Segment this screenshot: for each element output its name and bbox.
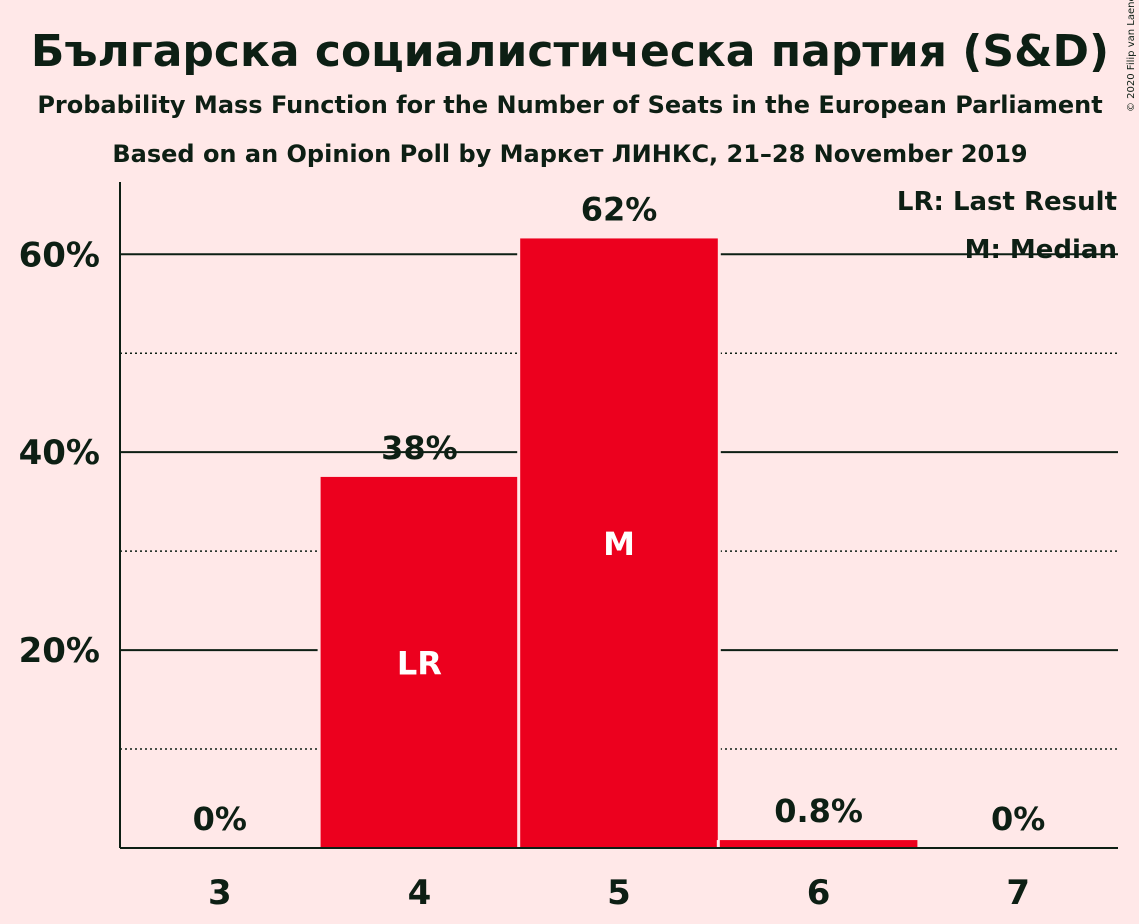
x-tick-label: 6 xyxy=(807,873,831,913)
legend-item-median: M: Median xyxy=(965,235,1117,265)
chart-subtitle-poll: Based on an Opinion Poll by Маркет ЛИНКС… xyxy=(112,140,1027,168)
y-tick-label: 20% xyxy=(19,631,100,671)
copyright-text: © 2020 Filip van Laenen xyxy=(1126,0,1137,112)
data-label: 0% xyxy=(193,800,247,838)
legend-item-last-result: LR: Last Result xyxy=(897,187,1117,217)
x-tick-label: 4 xyxy=(408,873,432,913)
x-tick-label: 5 xyxy=(607,873,631,913)
bar-marker-label: LR xyxy=(397,644,442,682)
bar-marker-label: M xyxy=(603,525,635,563)
x-tick-label: 7 xyxy=(1006,873,1030,913)
chart-subtitle: Probability Mass Function for the Number… xyxy=(37,91,1102,119)
data-label: 38% xyxy=(381,429,458,467)
chart-title: Българска социалистическа партия (S&D) xyxy=(31,26,1109,77)
x-tick-label: 3 xyxy=(208,873,232,913)
y-tick-label: 40% xyxy=(19,433,100,473)
data-label: 62% xyxy=(581,190,658,228)
y-tick-label: 60% xyxy=(19,235,100,275)
bar xyxy=(720,840,918,848)
data-label: 0.8% xyxy=(774,792,863,830)
data-label: 0% xyxy=(991,800,1045,838)
